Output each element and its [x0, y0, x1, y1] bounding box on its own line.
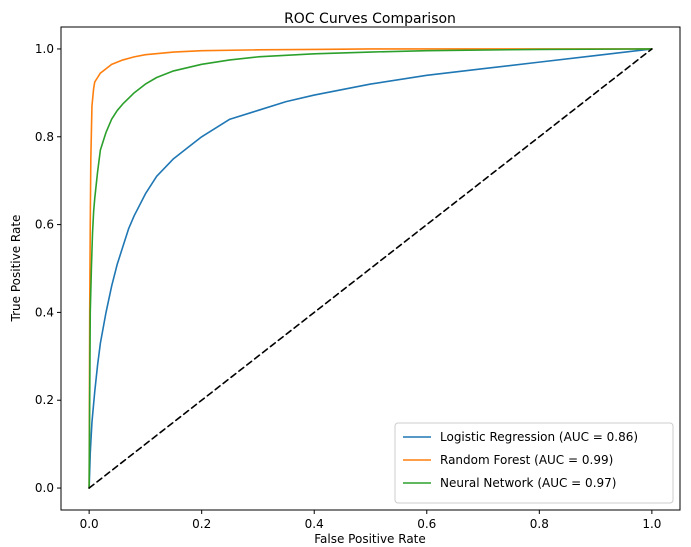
legend-label: Logistic Regression (AUC = 0.86): [440, 430, 638, 444]
series-line-2: [88, 48, 653, 489]
legend-label: Random Forest (AUC = 0.99): [440, 453, 613, 467]
y-tick-label: 0.4: [35, 305, 54, 319]
y-tick-label: 0.2: [35, 393, 54, 407]
x-tick-label: 0.8: [530, 517, 549, 531]
x-tick-label: 0.2: [192, 517, 211, 531]
y-tick-label: 0.6: [35, 218, 54, 232]
y-tick-label: 0.8: [35, 130, 54, 144]
x-axis-label: False Positive Rate: [314, 532, 426, 546]
legend-box: [394, 422, 674, 504]
y-tick-label: 0.0: [35, 481, 54, 495]
y-tick-label: 1.0: [35, 42, 54, 56]
y-axis-label: True Positive Rate: [9, 215, 23, 323]
x-tick-label: 0.0: [80, 517, 99, 531]
x-tick-label: 1.0: [642, 517, 661, 531]
chance-diagonal-line: [88, 48, 653, 489]
y-axis: 0.0 0.2 0.4 0.6 0.8 1.0: [35, 42, 61, 495]
x-tick-label: 0.4: [305, 517, 324, 531]
legend-label: Neural Network (AUC = 0.97): [440, 476, 616, 490]
plot-frame: [60, 26, 681, 511]
plot-series: [88, 48, 653, 489]
legend: Logistic Regression (AUC = 0.86) Random F…: [394, 422, 674, 504]
x-axis: 0.0 0.2 0.4 0.6 0.8 1.0: [80, 510, 661, 531]
series-line-1: [88, 48, 653, 489]
chart-title: ROC Curves Comparison: [284, 11, 456, 27]
series-line-0: [88, 48, 653, 489]
x-tick-label: 0.6: [417, 517, 436, 531]
